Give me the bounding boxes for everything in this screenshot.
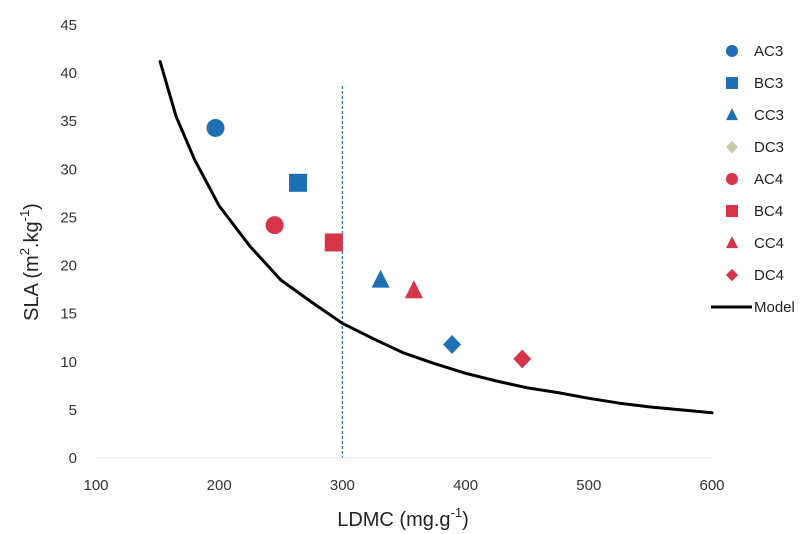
legend-dc3-label: DC3 [754,139,784,156]
x-tick-label: 200 [207,477,232,494]
y-tick-label: 45 [60,17,77,34]
data-point-bc4 [324,233,343,252]
x-tick-label: 100 [83,477,108,494]
y-tick-label: 15 [60,306,77,323]
data-point-dc3 [443,335,462,354]
y-tick-label: 20 [60,258,77,275]
data-point-dc4 [513,349,532,369]
legend: AC3 BC3 CC3 DC3 AC4 BC4 CC4 DC4 Model [711,43,795,316]
legend-bc4-label: BC4 [754,203,783,220]
y-tick-label: 25 [60,209,77,226]
legend-cc4-label: CC4 [754,235,784,252]
y-tick-label: 40 [60,65,77,82]
legend-ac3-marker [726,45,738,57]
legend-dc3-marker [726,140,738,154]
x-tick-label: 400 [453,477,478,494]
legend-dc4-label: DC4 [754,267,784,284]
y-tick-label: 10 [60,354,77,371]
legend-cc3-marker [726,108,738,121]
data-point-cc3 [371,269,390,288]
y-tick-label: 0 [69,450,77,467]
y-tick-label: 5 [69,402,77,419]
x-tick-label: 500 [576,477,601,494]
legend-bc3-marker [726,77,738,89]
y-tick-label: 35 [60,113,77,130]
legend-ac3-label: AC3 [754,43,783,60]
x-tick-label: 300 [330,477,355,494]
data-point-ac3 [206,118,225,137]
legend-bc3-label: BC3 [754,75,783,92]
legend-dc4-marker [726,268,738,282]
data-point-cc4 [404,280,423,299]
y-axis-title: SLA (m2.kg-1) [17,203,43,321]
y-tick-label: 30 [60,161,77,178]
legend-ac4-marker [726,173,738,185]
data-point-bc3 [289,173,308,192]
legend-ac4-label: AC4 [754,171,783,188]
legend-cc3-label: CC3 [754,107,784,124]
legend-bc4-marker [726,205,738,217]
model-curve [158,60,714,415]
x-axis-title: LDMC (mg.g-1) [337,505,469,531]
legend-cc4-marker [726,236,738,249]
plot-area [158,60,714,458]
legend-model-label: Model [754,299,795,316]
axes: 100 200 300 400 500 600 0 5 10 15 20 25 30 35 40 45 [60,17,724,494]
x-tick-label: 600 [699,477,724,494]
data-point-ac4 [265,216,284,235]
